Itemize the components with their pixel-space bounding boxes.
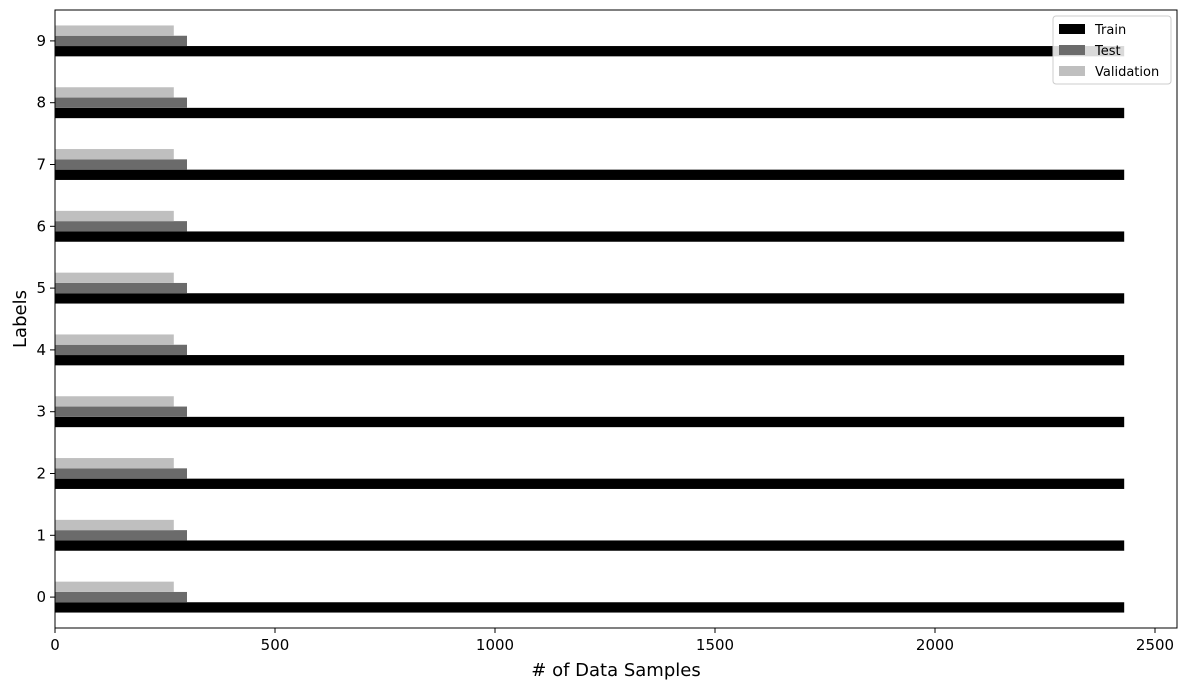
y-tick-label: 3 xyxy=(36,403,46,421)
y-tick-label: 8 xyxy=(36,94,46,112)
bar-validation-0 xyxy=(55,581,174,592)
bar-validation-4 xyxy=(55,334,174,345)
bar-validation-6 xyxy=(55,210,174,222)
y-tick-label: 6 xyxy=(36,217,46,235)
bar-train-4 xyxy=(55,355,1125,366)
x-tick-label: 0 xyxy=(50,636,60,654)
bar-test-6 xyxy=(55,221,187,232)
bar-test-9 xyxy=(55,35,187,47)
x-tick-label: 1500 xyxy=(696,636,734,654)
x-tick-label: 500 xyxy=(261,636,290,654)
legend-label-validation: Validation xyxy=(1095,65,1159,80)
bar-test-5 xyxy=(55,282,187,294)
legend-swatch-test xyxy=(1059,45,1085,55)
y-tick-label: 5 xyxy=(36,279,46,297)
bar-test-3 xyxy=(55,406,187,417)
bar-test-7 xyxy=(55,159,187,170)
y-tick-label: 7 xyxy=(36,156,46,174)
legend-label-train: Train xyxy=(1094,23,1126,38)
bar-validation-1 xyxy=(55,519,174,531)
bar-train-8 xyxy=(55,107,1125,119)
y-axis-title: Labels xyxy=(10,290,31,348)
bar-train-3 xyxy=(55,416,1125,428)
bar-validation-2 xyxy=(55,458,174,469)
y-axis: 0 1 2 3 4 5 6 7 8 9 xyxy=(36,32,55,606)
bar-validation-5 xyxy=(55,272,174,283)
bar-test-8 xyxy=(55,97,187,108)
bar-test-2 xyxy=(55,468,187,479)
y-tick-label: 1 xyxy=(36,526,46,544)
legend: Train Test Validation xyxy=(1052,15,1172,85)
x-tick-label: 2500 xyxy=(1136,636,1174,654)
bar-train-6 xyxy=(55,231,1125,242)
bar-train-5 xyxy=(55,293,1125,304)
bar-validation-9 xyxy=(55,25,174,36)
x-axis: 0 500 1000 1500 2000 2500 xyxy=(50,628,1174,654)
legend-swatch-train xyxy=(1059,24,1085,34)
bar-train-1 xyxy=(55,540,1125,551)
y-tick-label: 2 xyxy=(36,465,46,483)
bar-train-9 xyxy=(55,46,1125,57)
plot-frame xyxy=(54,9,1178,629)
x-tick-label: 1000 xyxy=(476,636,514,654)
bar-validation-3 xyxy=(55,396,174,407)
y-tick-label: 9 xyxy=(36,32,46,50)
x-axis-title: # of Data Samples xyxy=(531,660,700,681)
x-tick-label: 2000 xyxy=(916,636,954,654)
bar-test-0 xyxy=(55,591,187,603)
bar-validation-7 xyxy=(55,149,174,160)
y-tick-label: 4 xyxy=(36,341,46,359)
y-tick-label: 0 xyxy=(36,588,46,606)
bar-validation-8 xyxy=(55,87,174,98)
legend-swatch-validation xyxy=(1059,66,1085,76)
bar-test-1 xyxy=(55,530,187,541)
bars-group xyxy=(55,25,1125,613)
bar-test-4 xyxy=(55,344,187,356)
bar-train-2 xyxy=(55,478,1125,489)
bar-train-0 xyxy=(55,602,1125,613)
bar-train-7 xyxy=(55,169,1125,180)
legend-label-test: Test xyxy=(1094,44,1121,59)
